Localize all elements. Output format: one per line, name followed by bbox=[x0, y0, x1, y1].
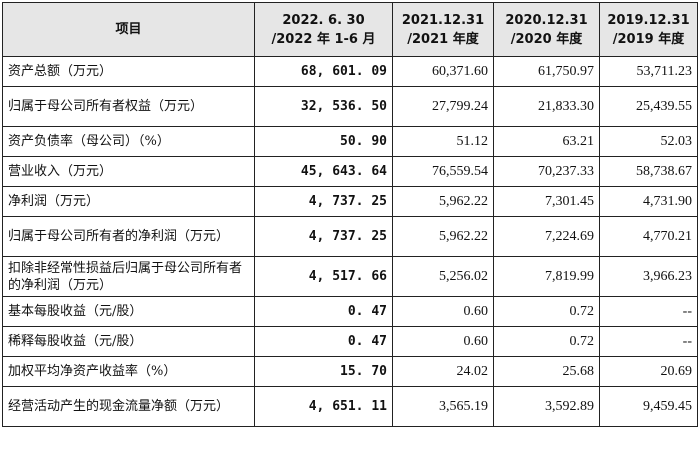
value-2021: 60,371.60 bbox=[392, 56, 494, 87]
value-2019: 4,731.90 bbox=[599, 186, 698, 217]
row-label: 资产负债率（母公司）（%） bbox=[2, 126, 255, 157]
value-2020: 7,224.69 bbox=[493, 216, 600, 257]
value-2022-h1: 4, 737. 25 bbox=[254, 186, 393, 217]
value-2021: 24.02 bbox=[392, 356, 494, 387]
table-row: 营业收入（万元） 45, 643. 64 76,559.54 70,237.33… bbox=[2, 156, 698, 187]
value-2020: 0.72 bbox=[493, 326, 600, 357]
value-2019: -- bbox=[599, 326, 698, 357]
value-2021: 27,799.24 bbox=[392, 86, 494, 127]
value-2022-h1: 50. 90 bbox=[254, 126, 393, 157]
row-label: 营业收入（万元） bbox=[2, 156, 255, 187]
row-label: 经营活动产生的现金流量净额（万元） bbox=[2, 386, 255, 427]
value-2020: 3,592.89 bbox=[493, 386, 600, 427]
value-2019: 4,770.21 bbox=[599, 216, 698, 257]
value-2021: 76,559.54 bbox=[392, 156, 494, 187]
value-2019: 3,966.23 bbox=[599, 256, 698, 297]
row-label: 稀释每股收益（元/股） bbox=[2, 326, 255, 357]
value-2019: 52.03 bbox=[599, 126, 698, 157]
value-2022-h1: 4, 517. 66 bbox=[254, 256, 393, 297]
value-2021: 5,962.22 bbox=[392, 216, 494, 257]
header-2020: 2020.12.31 /2020 年度 bbox=[493, 2, 600, 57]
value-2020: 63.21 bbox=[493, 126, 600, 157]
value-2022-h1: 4, 651. 11 bbox=[254, 386, 393, 427]
table-row: 稀释每股收益（元/股） 0. 47 0.60 0.72 -- bbox=[2, 326, 698, 357]
value-2022-h1: 15. 70 bbox=[254, 356, 393, 387]
table-row: 归属于母公司所有者权益（万元） 32, 536. 50 27,799.24 21… bbox=[2, 86, 698, 127]
value-2020: 70,237.33 bbox=[493, 156, 600, 187]
header-item: 项目 bbox=[2, 2, 255, 57]
value-2019: 25,439.55 bbox=[599, 86, 698, 127]
table-row: 资产负债率（母公司）（%） 50. 90 51.12 63.21 52.03 bbox=[2, 126, 698, 157]
table-row: 扣除非经常性损益后归属于母公司所有者的净利润（万元） 4, 517. 66 5,… bbox=[2, 256, 698, 297]
row-label: 加权平均净资产收益率（%） bbox=[2, 356, 255, 387]
table-row: 净利润（万元） 4, 737. 25 5,962.22 7,301.45 4,7… bbox=[2, 186, 698, 217]
value-2021: 0.60 bbox=[392, 326, 494, 357]
table-header-row: 项目 2022. 6. 30 /2022 年 1-6 月 2021.12.31 … bbox=[2, 2, 698, 57]
row-label: 扣除非经常性损益后归属于母公司所有者的净利润（万元） bbox=[2, 256, 255, 297]
header-2021-line1: 2021.12.31 bbox=[401, 12, 485, 28]
value-2022-h1: 45, 643. 64 bbox=[254, 156, 393, 187]
value-2022-h1: 4, 737. 25 bbox=[254, 216, 393, 257]
row-label: 归属于母公司所有者权益（万元） bbox=[2, 86, 255, 127]
value-2020: 21,833.30 bbox=[493, 86, 600, 127]
table-row: 基本每股收益（元/股） 0. 47 0.60 0.72 -- bbox=[2, 296, 698, 327]
header-2021-line2: /2021 年度 bbox=[407, 31, 479, 47]
value-2020: 61,750.97 bbox=[493, 56, 600, 87]
row-label: 归属于母公司所有者的净利润（万元） bbox=[2, 216, 255, 257]
row-label: 基本每股收益（元/股） bbox=[2, 296, 255, 327]
value-2019: 58,738.67 bbox=[599, 156, 698, 187]
header-2019-line2: /2019 年度 bbox=[612, 31, 685, 47]
value-2022-h1: 0. 47 bbox=[254, 296, 393, 327]
header-2022-h1-line2: /2022 年 1-6 月 bbox=[271, 31, 376, 47]
value-2020: 25.68 bbox=[493, 356, 600, 387]
value-2021: 5,962.22 bbox=[392, 186, 494, 217]
value-2020: 0.72 bbox=[493, 296, 600, 327]
header-2020-line1: 2020.12.31 bbox=[505, 12, 588, 28]
row-label: 净利润（万元） bbox=[2, 186, 255, 217]
value-2021: 3,565.19 bbox=[392, 386, 494, 427]
header-2021: 2021.12.31 /2021 年度 bbox=[392, 2, 494, 57]
financial-summary-table: 项目 2022. 6. 30 /2022 年 1-6 月 2021.12.31 … bbox=[2, 2, 698, 427]
value-2022-h1: 0. 47 bbox=[254, 326, 393, 357]
value-2019: 9,459.45 bbox=[599, 386, 698, 427]
header-2022-h1: 2022. 6. 30 /2022 年 1-6 月 bbox=[254, 2, 393, 57]
row-label: 资产总额（万元） bbox=[2, 56, 255, 87]
value-2020: 7,819.99 bbox=[493, 256, 600, 297]
table-row: 归属于母公司所有者的净利润（万元） 4, 737. 25 5,962.22 7,… bbox=[2, 216, 698, 257]
header-2020-line2: /2020 年度 bbox=[510, 31, 583, 47]
header-2022-h1-line1: 2022. 6. 30 bbox=[282, 12, 365, 28]
value-2020: 7,301.45 bbox=[493, 186, 600, 217]
table-row: 资产总额（万元） 68, 601. 09 60,371.60 61,750.97… bbox=[2, 56, 698, 87]
value-2019: 20.69 bbox=[599, 356, 698, 387]
table-row: 经营活动产生的现金流量净额（万元） 4, 651. 11 3,565.19 3,… bbox=[2, 386, 698, 427]
value-2019: -- bbox=[599, 296, 698, 327]
value-2021: 0.60 bbox=[392, 296, 494, 327]
table-row: 加权平均净资产收益率（%） 15. 70 24.02 25.68 20.69 bbox=[2, 356, 698, 387]
value-2022-h1: 32, 536. 50 bbox=[254, 86, 393, 127]
value-2021: 51.12 bbox=[392, 126, 494, 157]
value-2022-h1: 68, 601. 09 bbox=[254, 56, 393, 87]
header-2019: 2019.12.31 /2019 年度 bbox=[599, 2, 698, 57]
value-2021: 5,256.02 bbox=[392, 256, 494, 297]
header-2019-line1: 2019.12.31 bbox=[607, 12, 690, 28]
value-2019: 53,711.23 bbox=[599, 56, 698, 87]
